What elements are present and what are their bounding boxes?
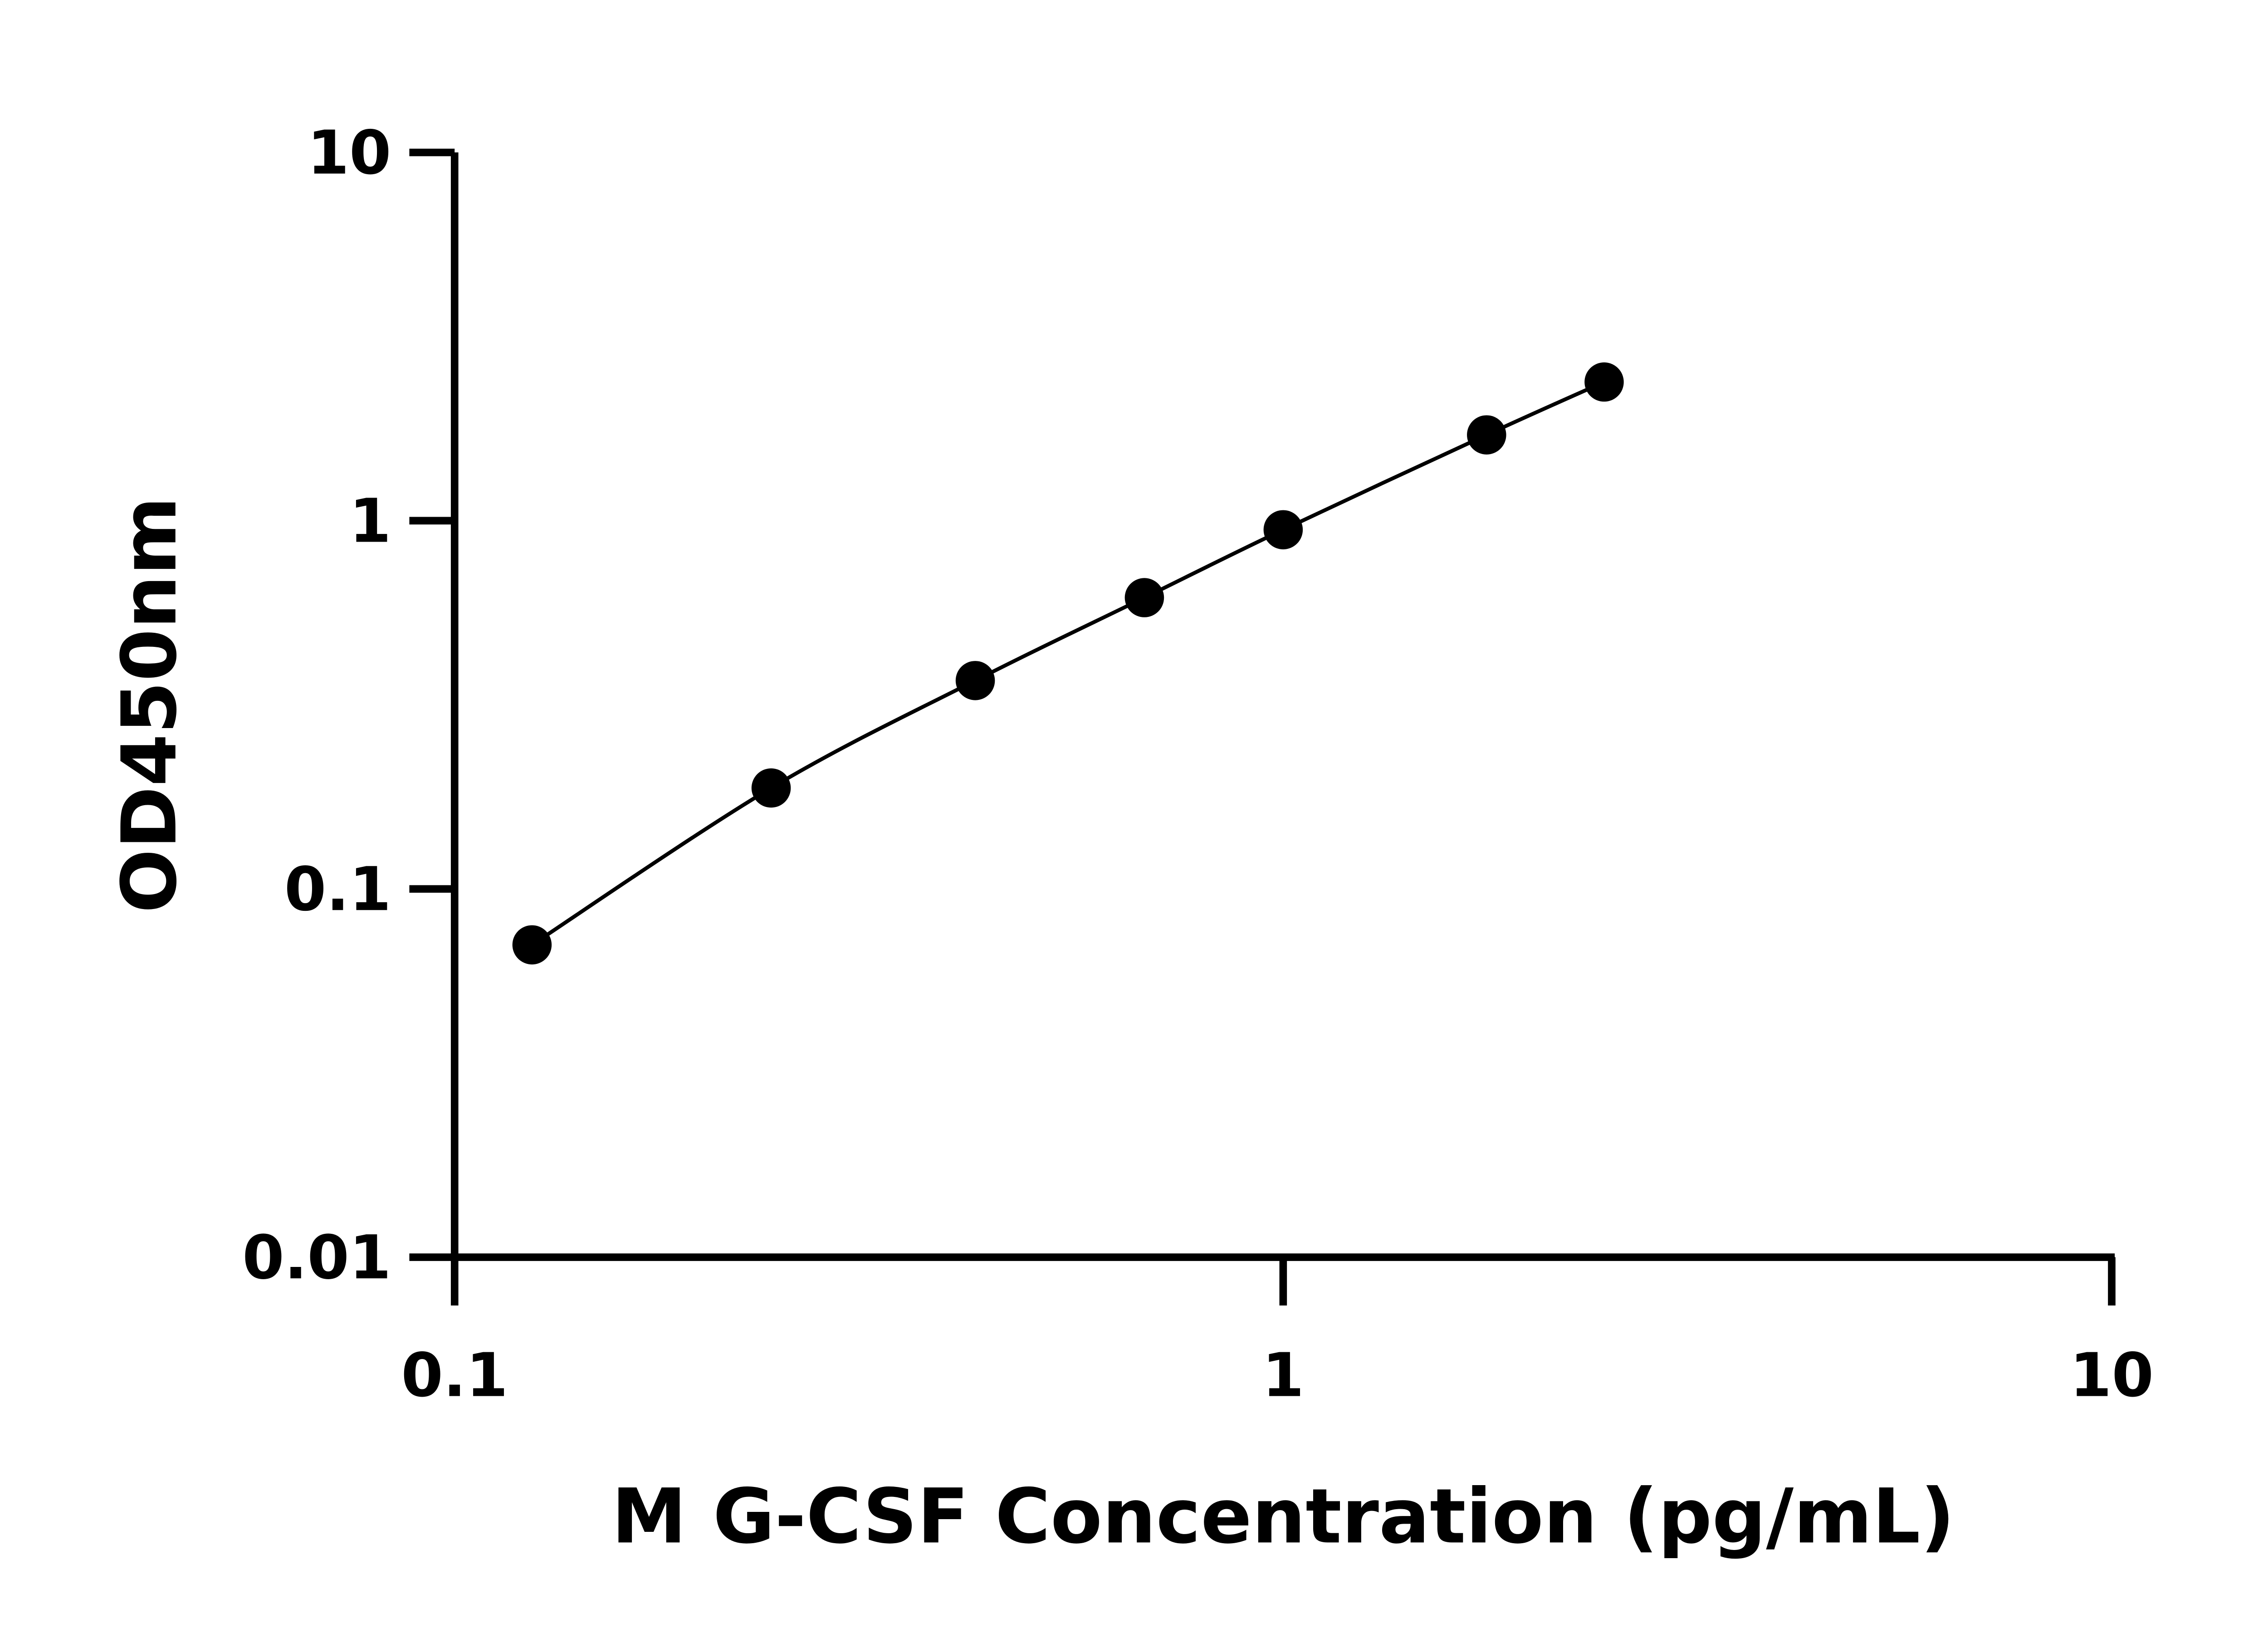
fit-curve	[531, 380, 1605, 947]
data-points	[512, 362, 1624, 965]
data-point	[512, 925, 552, 965]
data-point	[1263, 510, 1303, 550]
data-point	[751, 768, 791, 808]
x-tick-label: 1	[1262, 1340, 1305, 1411]
data-point	[1467, 415, 1506, 455]
data-point	[1124, 578, 1164, 617]
y-axis-title: OD450nm	[106, 497, 194, 913]
x-axis-title: M G-CSF Concentration (pg/mL)	[611, 1473, 1955, 1560]
data-point	[955, 661, 995, 700]
x-tick-label: 0.1	[401, 1340, 508, 1411]
x-tick-label: 10	[2070, 1340, 2154, 1411]
y-tick-label: 1	[349, 486, 391, 556]
y-tick-label: 0.01	[242, 1222, 391, 1293]
data-point	[1584, 362, 1624, 402]
y-tick-label: 10	[307, 118, 391, 188]
y-tick-label: 0.1	[284, 854, 391, 924]
